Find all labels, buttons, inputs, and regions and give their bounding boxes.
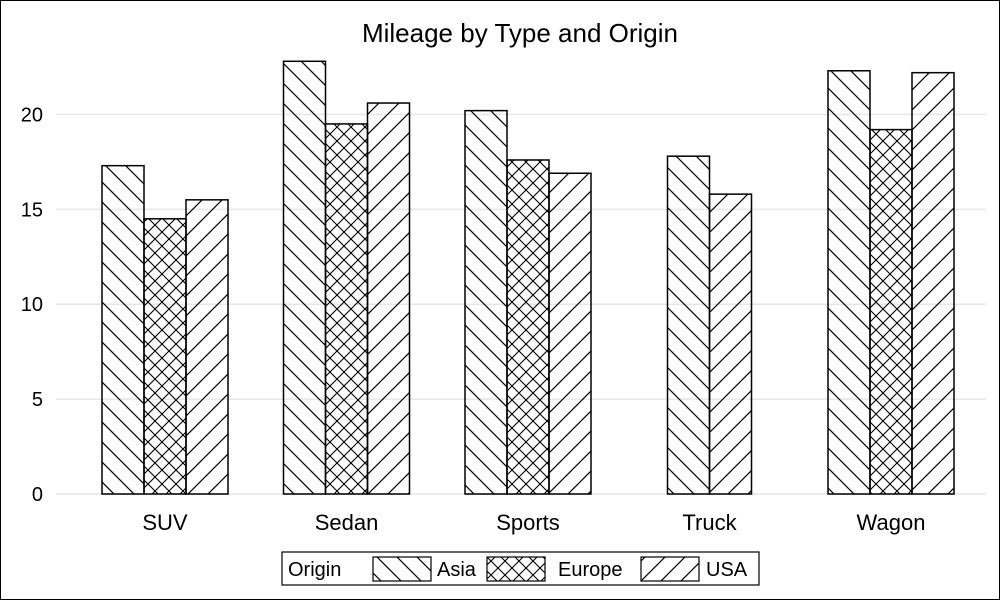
legend-label-asia: Asia [437,559,477,581]
y-tick-label: 15 [21,199,43,221]
legend-swatch-usa [640,556,700,582]
x-category-label: Truck [682,510,737,535]
x-category-label: Sedan [315,510,379,535]
bar-suv-asia [101,164,145,495]
bar-sports-asia [464,109,508,495]
x-axis-labels: SUV Sedan Sports Truck Wagon [142,510,925,535]
bar-sports-europe [506,159,550,495]
bars [101,60,955,495]
y-tick-label: 0 [32,484,43,506]
bar-sedan-europe [324,123,369,495]
legend-swatch-asia [372,556,432,582]
bar-suv-usa [185,199,229,495]
x-category-label: Wagon [857,510,926,535]
x-category-label: SUV [142,510,188,535]
bar-wagon-europe [869,128,913,495]
bar-wagon-asia [827,70,871,495]
x-category-label: Sports [496,510,560,535]
legend-label-usa: USA [706,559,748,581]
bar-truck-usa [708,193,753,495]
bar-suv-europe [143,218,187,495]
y-tick-label: 10 [21,294,43,316]
bar-wagon-usa [911,71,955,495]
y-tick-label: 20 [21,104,43,126]
bar-sedan-usa [366,102,411,495]
bar-sports-usa [548,172,592,495]
legend: Origin Asia Europe USA [281,551,760,586]
bar-truck-asia [666,155,711,495]
legend-label-europe: Europe [558,559,623,581]
legend-swatch-europe [486,556,546,582]
legend-title: Origin [288,559,341,581]
bar-sedan-asia [282,60,327,495]
chart-title: Mileage by Type and Origin [362,18,678,48]
y-axis-ticks: 0 5 10 15 20 [21,104,43,506]
y-tick-label: 5 [32,389,43,411]
